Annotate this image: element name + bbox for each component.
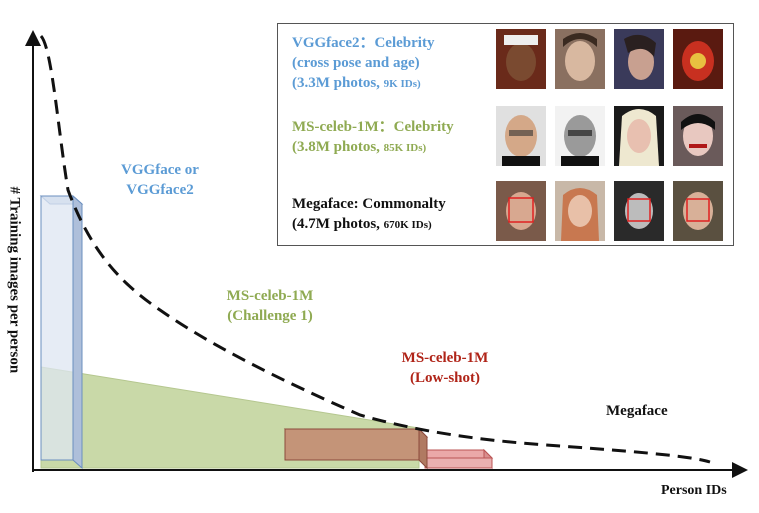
long-tail-curve <box>39 34 711 464</box>
face-thumbnail <box>555 106 605 166</box>
legend-msceleb: MS-celeb-1M：Celebrity (3.8M photos, 85K … <box>292 119 454 155</box>
face-thumbnail <box>496 106 546 166</box>
face-thumbnail <box>496 181 546 241</box>
vggface-box <box>39 194 84 470</box>
lowshot-box-brown <box>283 427 429 470</box>
face-thumbnail <box>555 29 605 89</box>
face-thumbnail <box>614 29 664 89</box>
face-thumbnail <box>614 181 664 241</box>
face-thumbnail <box>673 29 723 89</box>
vggface-label: VGGface or VGGface2 <box>121 162 199 198</box>
challenge1-label: MS-celeb-1M (Challenge 1) <box>226 288 314 324</box>
lowshot-box-pink <box>415 448 494 470</box>
face-thumbnail <box>555 181 605 241</box>
face-thumbnail <box>673 106 723 166</box>
megaface-label: Megaface <box>606 403 668 419</box>
face-thumbnail <box>614 106 664 166</box>
y-axis-label: # Training images per person <box>6 186 23 374</box>
lowshot-label: MS-celeb-1M (Low-shot) <box>401 350 489 386</box>
legend-vggface2: VGGface2：Celebrity (cross pose and age) … <box>292 35 435 91</box>
face-thumbnail <box>496 29 546 89</box>
x-axis-label: Person IDs <box>661 483 727 498</box>
dataset-legend: VGGface2：Celebrity (cross pose and age) … <box>277 23 734 246</box>
legend-megaface: Megaface: Commonalty (4.7M photos, 670K … <box>292 196 446 232</box>
face-thumbnail <box>673 181 723 241</box>
